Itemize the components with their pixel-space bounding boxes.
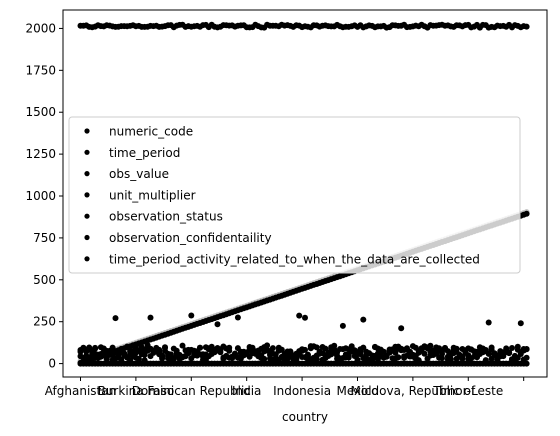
- low-value-point: [197, 344, 203, 351]
- legend-label: observation_status: [109, 210, 223, 224]
- obs-value-point: [296, 312, 303, 319]
- obs-value-point: [506, 349, 513, 356]
- numeric-code-point: [523, 210, 530, 217]
- y-tick-label: 0: [48, 357, 56, 371]
- low-value-point: [287, 348, 294, 355]
- obs-value-point: [383, 353, 390, 360]
- low-value-point: [261, 355, 268, 362]
- low-value-point: [421, 350, 428, 357]
- x-tick-label: Indonesia: [273, 384, 331, 398]
- legend-marker: [84, 128, 90, 134]
- legend-label: time_period: [109, 146, 180, 160]
- plot-frame: [62, 9, 548, 378]
- low-value-point: [313, 344, 320, 351]
- y-tick-label: 1000: [25, 189, 56, 203]
- obs-value-point: [488, 344, 495, 351]
- low-value-point: [509, 345, 515, 351]
- obs-value-point: [162, 344, 168, 351]
- x-tick-label: Burkina Faso: [98, 384, 175, 398]
- obs-value-point: [439, 355, 445, 362]
- legend-box: [68, 116, 521, 274]
- obs-value-point: [339, 322, 346, 329]
- obs-value-point: [398, 325, 405, 332]
- y-axis: 0 250 500 750 1000 1250 1500 1750 2000: [25, 21, 63, 371]
- x-tick-label: Moldova, Republic of: [351, 384, 477, 398]
- x-tick-label: Timor-Leste: [432, 384, 503, 398]
- obs-value-point: [188, 312, 195, 319]
- obs-value-point: [264, 342, 271, 349]
- y-tick-label: 750: [33, 231, 56, 245]
- x-axis-label: country: [282, 410, 328, 424]
- legend: numeric_code time_period obs_value unit_mul…: [68, 116, 521, 274]
- obs-value-point: [485, 319, 492, 326]
- x-tick-label: Afghanistan: [45, 384, 116, 398]
- legend-marker: [84, 213, 90, 219]
- obs-value-point: [331, 342, 338, 349]
- obs-value-point: [234, 314, 241, 321]
- obs-value-point: [214, 321, 221, 328]
- obs-value-point: [147, 314, 154, 321]
- obs-value-point: [135, 355, 142, 362]
- low-value-point: [523, 354, 530, 361]
- obs-value-point: [226, 344, 233, 351]
- obs-value-point: [517, 320, 524, 327]
- low-value-point: [278, 346, 285, 353]
- legend-label: time_period_activity_related_to_when_the…: [109, 252, 480, 266]
- y-tick-label: 1250: [25, 147, 56, 161]
- low-value-point: [345, 354, 352, 361]
- obs-value-point: [159, 355, 166, 362]
- obs-value-point: [156, 346, 163, 353]
- low-value-point: [395, 354, 402, 361]
- obs-value-point: [360, 316, 367, 323]
- low-value-point: [322, 345, 329, 352]
- legend-marker: [84, 171, 90, 177]
- x-tick-label: Dominican Republic: [132, 384, 251, 398]
- legend-marker: [84, 149, 90, 155]
- obs-value-point: [427, 342, 434, 349]
- low-value-point: [269, 345, 276, 352]
- low-value-point: [302, 346, 308, 353]
- zero-point: [523, 360, 530, 367]
- legend-marker: [84, 234, 90, 241]
- time-period-point: [523, 23, 530, 30]
- obs-value-point: [179, 342, 186, 349]
- obs-value-point: [514, 343, 521, 350]
- legend-label: observation_confidentaility: [109, 231, 272, 245]
- x-tick-label: Mexico: [337, 384, 379, 398]
- obs-value-point: [453, 345, 460, 352]
- y-tick-label: 1750: [25, 63, 56, 77]
- obs-value-point: [523, 346, 530, 353]
- x-tick-label: India: [232, 384, 261, 398]
- legend-marker: [84, 256, 90, 262]
- low-value-point: [447, 356, 454, 363]
- low-value-point: [304, 351, 311, 358]
- y-tick-label: 500: [33, 273, 56, 287]
- obs-value-point: [217, 349, 224, 356]
- low-value-point: [439, 351, 445, 357]
- legend-label: obs_value: [109, 167, 169, 181]
- y-tick-label: 250: [33, 315, 56, 329]
- low-value-point: [141, 351, 148, 358]
- obs-value-point: [112, 315, 119, 322]
- low-value-point: [92, 345, 99, 352]
- obs-value-point: [313, 355, 320, 362]
- legend-marker: [84, 192, 90, 198]
- legend-label: numeric_code: [109, 125, 193, 139]
- y-tick-label: 1500: [25, 105, 56, 119]
- y-tick-label: 2000: [25, 21, 56, 35]
- legend-label: unit_multiplier: [109, 188, 196, 202]
- obs-value-point: [293, 356, 300, 363]
- obs-value-point: [302, 314, 308, 321]
